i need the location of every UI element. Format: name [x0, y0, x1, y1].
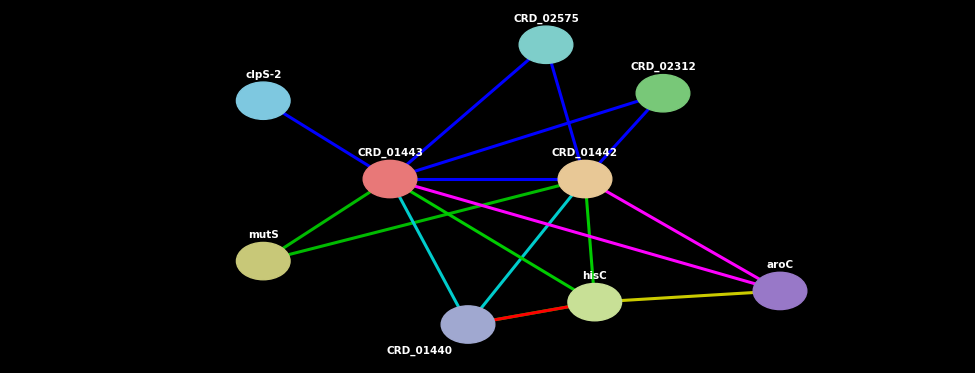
- Ellipse shape: [441, 306, 494, 343]
- Ellipse shape: [753, 272, 807, 310]
- Ellipse shape: [363, 160, 417, 198]
- Text: CRD_02575: CRD_02575: [513, 13, 579, 24]
- Ellipse shape: [236, 242, 291, 280]
- Text: CRD_01440: CRD_01440: [386, 345, 452, 356]
- Ellipse shape: [636, 75, 690, 112]
- Ellipse shape: [558, 160, 612, 198]
- Text: CRD_01443: CRD_01443: [357, 148, 423, 158]
- Ellipse shape: [519, 26, 573, 63]
- Text: aroC: aroC: [766, 260, 794, 270]
- Text: mutS: mutS: [248, 230, 279, 240]
- Text: clpS-2: clpS-2: [245, 70, 282, 79]
- Ellipse shape: [567, 283, 622, 321]
- Text: CRD_01442: CRD_01442: [552, 148, 618, 158]
- Text: CRD_02312: CRD_02312: [630, 62, 696, 72]
- Text: hisC: hisC: [582, 271, 607, 281]
- Ellipse shape: [236, 82, 291, 119]
